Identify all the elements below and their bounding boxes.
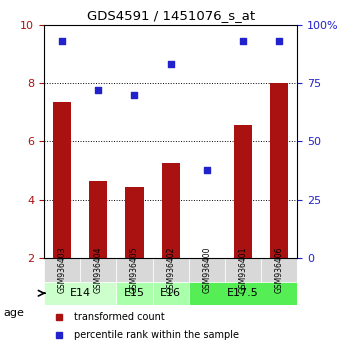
FancyBboxPatch shape (261, 258, 297, 281)
FancyBboxPatch shape (152, 281, 189, 305)
Text: E14: E14 (70, 288, 91, 298)
Text: E16: E16 (160, 288, 181, 298)
Text: GSM936402: GSM936402 (166, 247, 175, 293)
Text: age: age (3, 308, 24, 318)
FancyBboxPatch shape (44, 258, 80, 281)
Point (240, 38, 246, 44)
FancyBboxPatch shape (44, 281, 116, 305)
Bar (234, 125, 252, 258)
Text: GSM936400: GSM936400 (202, 247, 211, 293)
Bar (162, 164, 180, 258)
FancyBboxPatch shape (80, 258, 116, 281)
Point (59, 38, 65, 44)
Bar (53, 102, 71, 258)
FancyBboxPatch shape (189, 258, 225, 281)
Text: E17.5: E17.5 (227, 288, 259, 298)
Text: percentile rank within the sample: percentile rank within the sample (74, 330, 239, 340)
Text: GSM936404: GSM936404 (94, 247, 103, 293)
Point (96, 87, 101, 93)
FancyBboxPatch shape (116, 281, 152, 305)
FancyBboxPatch shape (189, 281, 297, 305)
Text: GSM936403: GSM936403 (57, 247, 67, 293)
Bar (89, 181, 107, 258)
FancyBboxPatch shape (152, 258, 189, 281)
Text: GSM936405: GSM936405 (130, 247, 139, 293)
Title: GDS4591 / 1451076_s_at: GDS4591 / 1451076_s_at (87, 9, 255, 22)
Point (204, 167, 210, 172)
FancyBboxPatch shape (116, 258, 152, 281)
Bar (270, 83, 288, 258)
Text: transformed count: transformed count (74, 312, 165, 322)
Bar (125, 187, 144, 258)
FancyBboxPatch shape (225, 258, 261, 281)
Text: GSM936401: GSM936401 (239, 247, 248, 293)
Point (132, 92, 137, 98)
Point (276, 38, 282, 44)
Text: GSM936406: GSM936406 (275, 247, 284, 293)
Point (168, 62, 173, 67)
Text: E15: E15 (124, 288, 145, 298)
